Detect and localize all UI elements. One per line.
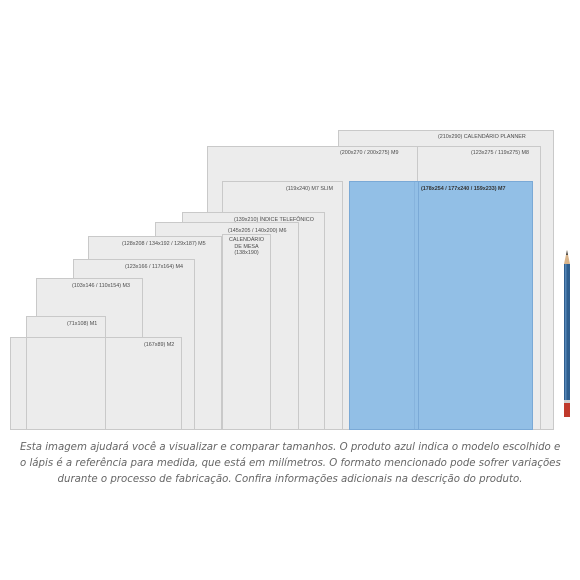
size-box-m2 bbox=[10, 337, 182, 430]
size-label-m2: (167x89) M2 bbox=[144, 342, 175, 348]
size-label-m4: (123x166 / 117x164) M4 bbox=[125, 264, 184, 270]
size-label-calendario-de-mesa: CALENDÁRIO DE MESA (138x190) bbox=[228, 237, 265, 256]
caption-line: durante o processo de fabricação. Confir… bbox=[57, 474, 523, 485]
size-label-indice-telefonico: (139x210) ÍNDICE TELEFÔNICO bbox=[234, 217, 314, 223]
caption-line: o lápis é a referência para medida, que … bbox=[20, 458, 561, 469]
size-label-m7-slim: (119x240) M7 SLIM bbox=[286, 186, 333, 192]
size-label-m1: (71x108) M1 bbox=[67, 321, 98, 327]
size-box-m1-front bbox=[26, 337, 106, 430]
size-label-m3: (103x146 / 110x154) M3 bbox=[72, 283, 131, 289]
caption: Esta imagem ajudará você a visualizar e … bbox=[20, 440, 561, 488]
size-label-m8: (123x275 / 119x275) M8 bbox=[471, 150, 530, 156]
size-label-m6: (145x205 / 140x200) M6 bbox=[228, 228, 287, 234]
size-label-calendario-planner: (210x290) CALENDÁRIO PLANNER bbox=[438, 134, 526, 140]
m7-inner-divider bbox=[414, 182, 415, 429]
size-box-m7-selected bbox=[349, 181, 533, 430]
size-label-m5: (128x208 / 134x192 / 129x187) M5 bbox=[122, 241, 206, 247]
size-label-m7: (178x254 / 177x240 / 159x233) M7 bbox=[421, 186, 506, 192]
caption-line: Esta imagem ajudará você a visualizar e … bbox=[20, 442, 561, 453]
m7-inner-divider bbox=[418, 182, 419, 429]
size-box-calendario-de-mesa bbox=[222, 234, 271, 430]
size-label-m9: (200x270 / 200x275) M9 bbox=[340, 150, 399, 156]
pencil-icon bbox=[564, 250, 570, 417]
